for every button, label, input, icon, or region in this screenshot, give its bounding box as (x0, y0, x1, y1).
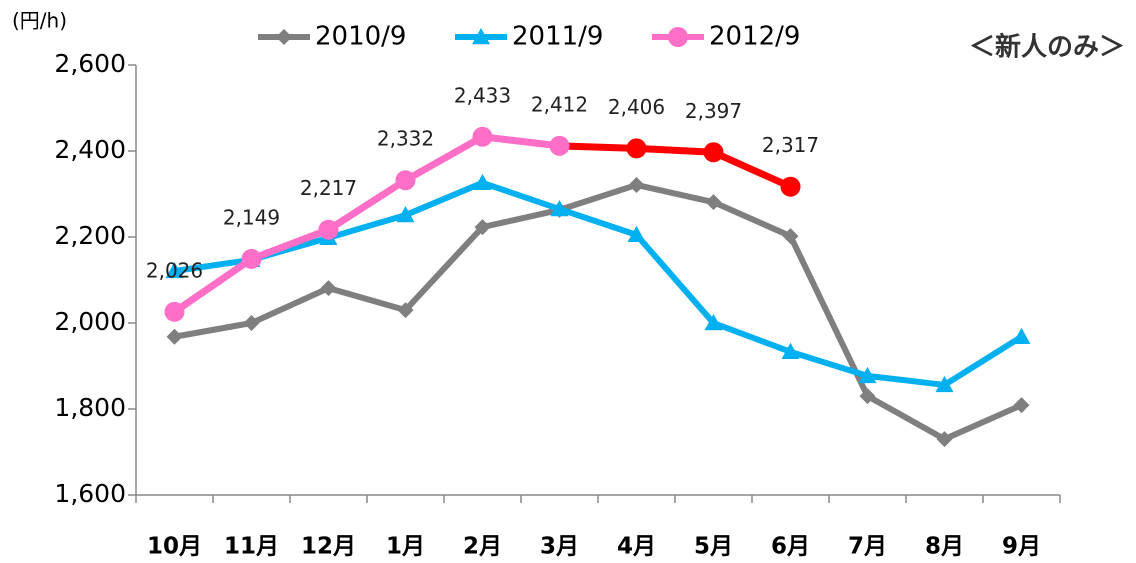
value-label: 2,406 (608, 95, 665, 119)
x-tick-label: 2月 (463, 534, 502, 560)
y-tick-label: 2,600 (54, 49, 126, 78)
marker (472, 126, 493, 147)
marker (550, 200, 569, 217)
line-segment (710, 148, 794, 191)
value-label: 2,217 (300, 176, 357, 200)
y-tick-label: 2,200 (54, 221, 126, 250)
marker (164, 301, 185, 322)
marker (474, 219, 491, 236)
line-segment (479, 133, 563, 150)
value-label: 2,149 (223, 205, 280, 229)
line (173, 181, 1023, 443)
y-tick-label: 1,600 (54, 479, 126, 508)
marker (704, 314, 723, 331)
marker (705, 194, 722, 211)
marker (782, 228, 799, 245)
x-tick-label: 1月 (386, 534, 425, 560)
marker (859, 388, 876, 405)
x-tick-label: 3月 (540, 534, 579, 560)
marker (1012, 327, 1031, 344)
marker (935, 375, 954, 393)
line-segment (325, 176, 409, 234)
x-tick-label: 9月 (1002, 534, 1041, 560)
value-label: 2,412 (531, 92, 588, 116)
marker (668, 27, 688, 47)
line-segment (402, 133, 486, 184)
y-tick-label: 2,000 (54, 307, 126, 336)
x-tick-label: 5月 (694, 534, 733, 560)
marker (628, 176, 645, 193)
marker (318, 219, 339, 240)
legend-label: 2011/9 (512, 22, 603, 52)
legend-label: 2010/9 (315, 22, 406, 52)
marker (320, 280, 337, 297)
marker (1013, 397, 1030, 414)
value-label: 2,433 (454, 83, 511, 107)
line-segment (248, 226, 332, 263)
line-segment (633, 144, 717, 156)
line (174, 179, 1024, 388)
legend-label: 2012/9 (709, 22, 800, 52)
line-segment (171, 255, 255, 316)
x-tick-label: 6月 (771, 534, 810, 560)
y-tick-label: 2,400 (54, 135, 126, 164)
value-label: 2,397 (685, 99, 742, 123)
marker (936, 431, 953, 448)
marker (549, 135, 570, 156)
marker (627, 225, 646, 243)
marker (473, 173, 492, 191)
x-tick-label: 8月 (925, 534, 964, 560)
value-label: 2,317 (762, 133, 819, 157)
marker (276, 29, 292, 45)
marker (397, 302, 414, 319)
marker (626, 138, 647, 159)
x-tick-label: 11月 (224, 534, 279, 560)
y-tick-label: 1,800 (54, 393, 126, 422)
marker (165, 261, 184, 279)
annotation: ＜新人のみ＞ (969, 32, 1125, 63)
x-tick-label: 10月 (147, 534, 202, 560)
x-tick-label: 12月 (301, 534, 356, 560)
value-label: 2,026 (146, 258, 203, 282)
y-axis-label: (円/h) (12, 9, 67, 33)
marker (780, 176, 801, 197)
marker (396, 206, 415, 223)
marker (703, 142, 724, 163)
marker (166, 328, 183, 345)
marker (395, 170, 416, 191)
line-segment (556, 142, 640, 152)
marker (243, 315, 260, 331)
x-tick-label: 4月 (617, 534, 656, 560)
marker (858, 366, 877, 384)
marker (781, 342, 800, 360)
marker (472, 28, 490, 45)
x-tick-label: 7月 (848, 534, 887, 560)
marker (241, 248, 262, 269)
value-label: 2,332 (377, 127, 434, 151)
